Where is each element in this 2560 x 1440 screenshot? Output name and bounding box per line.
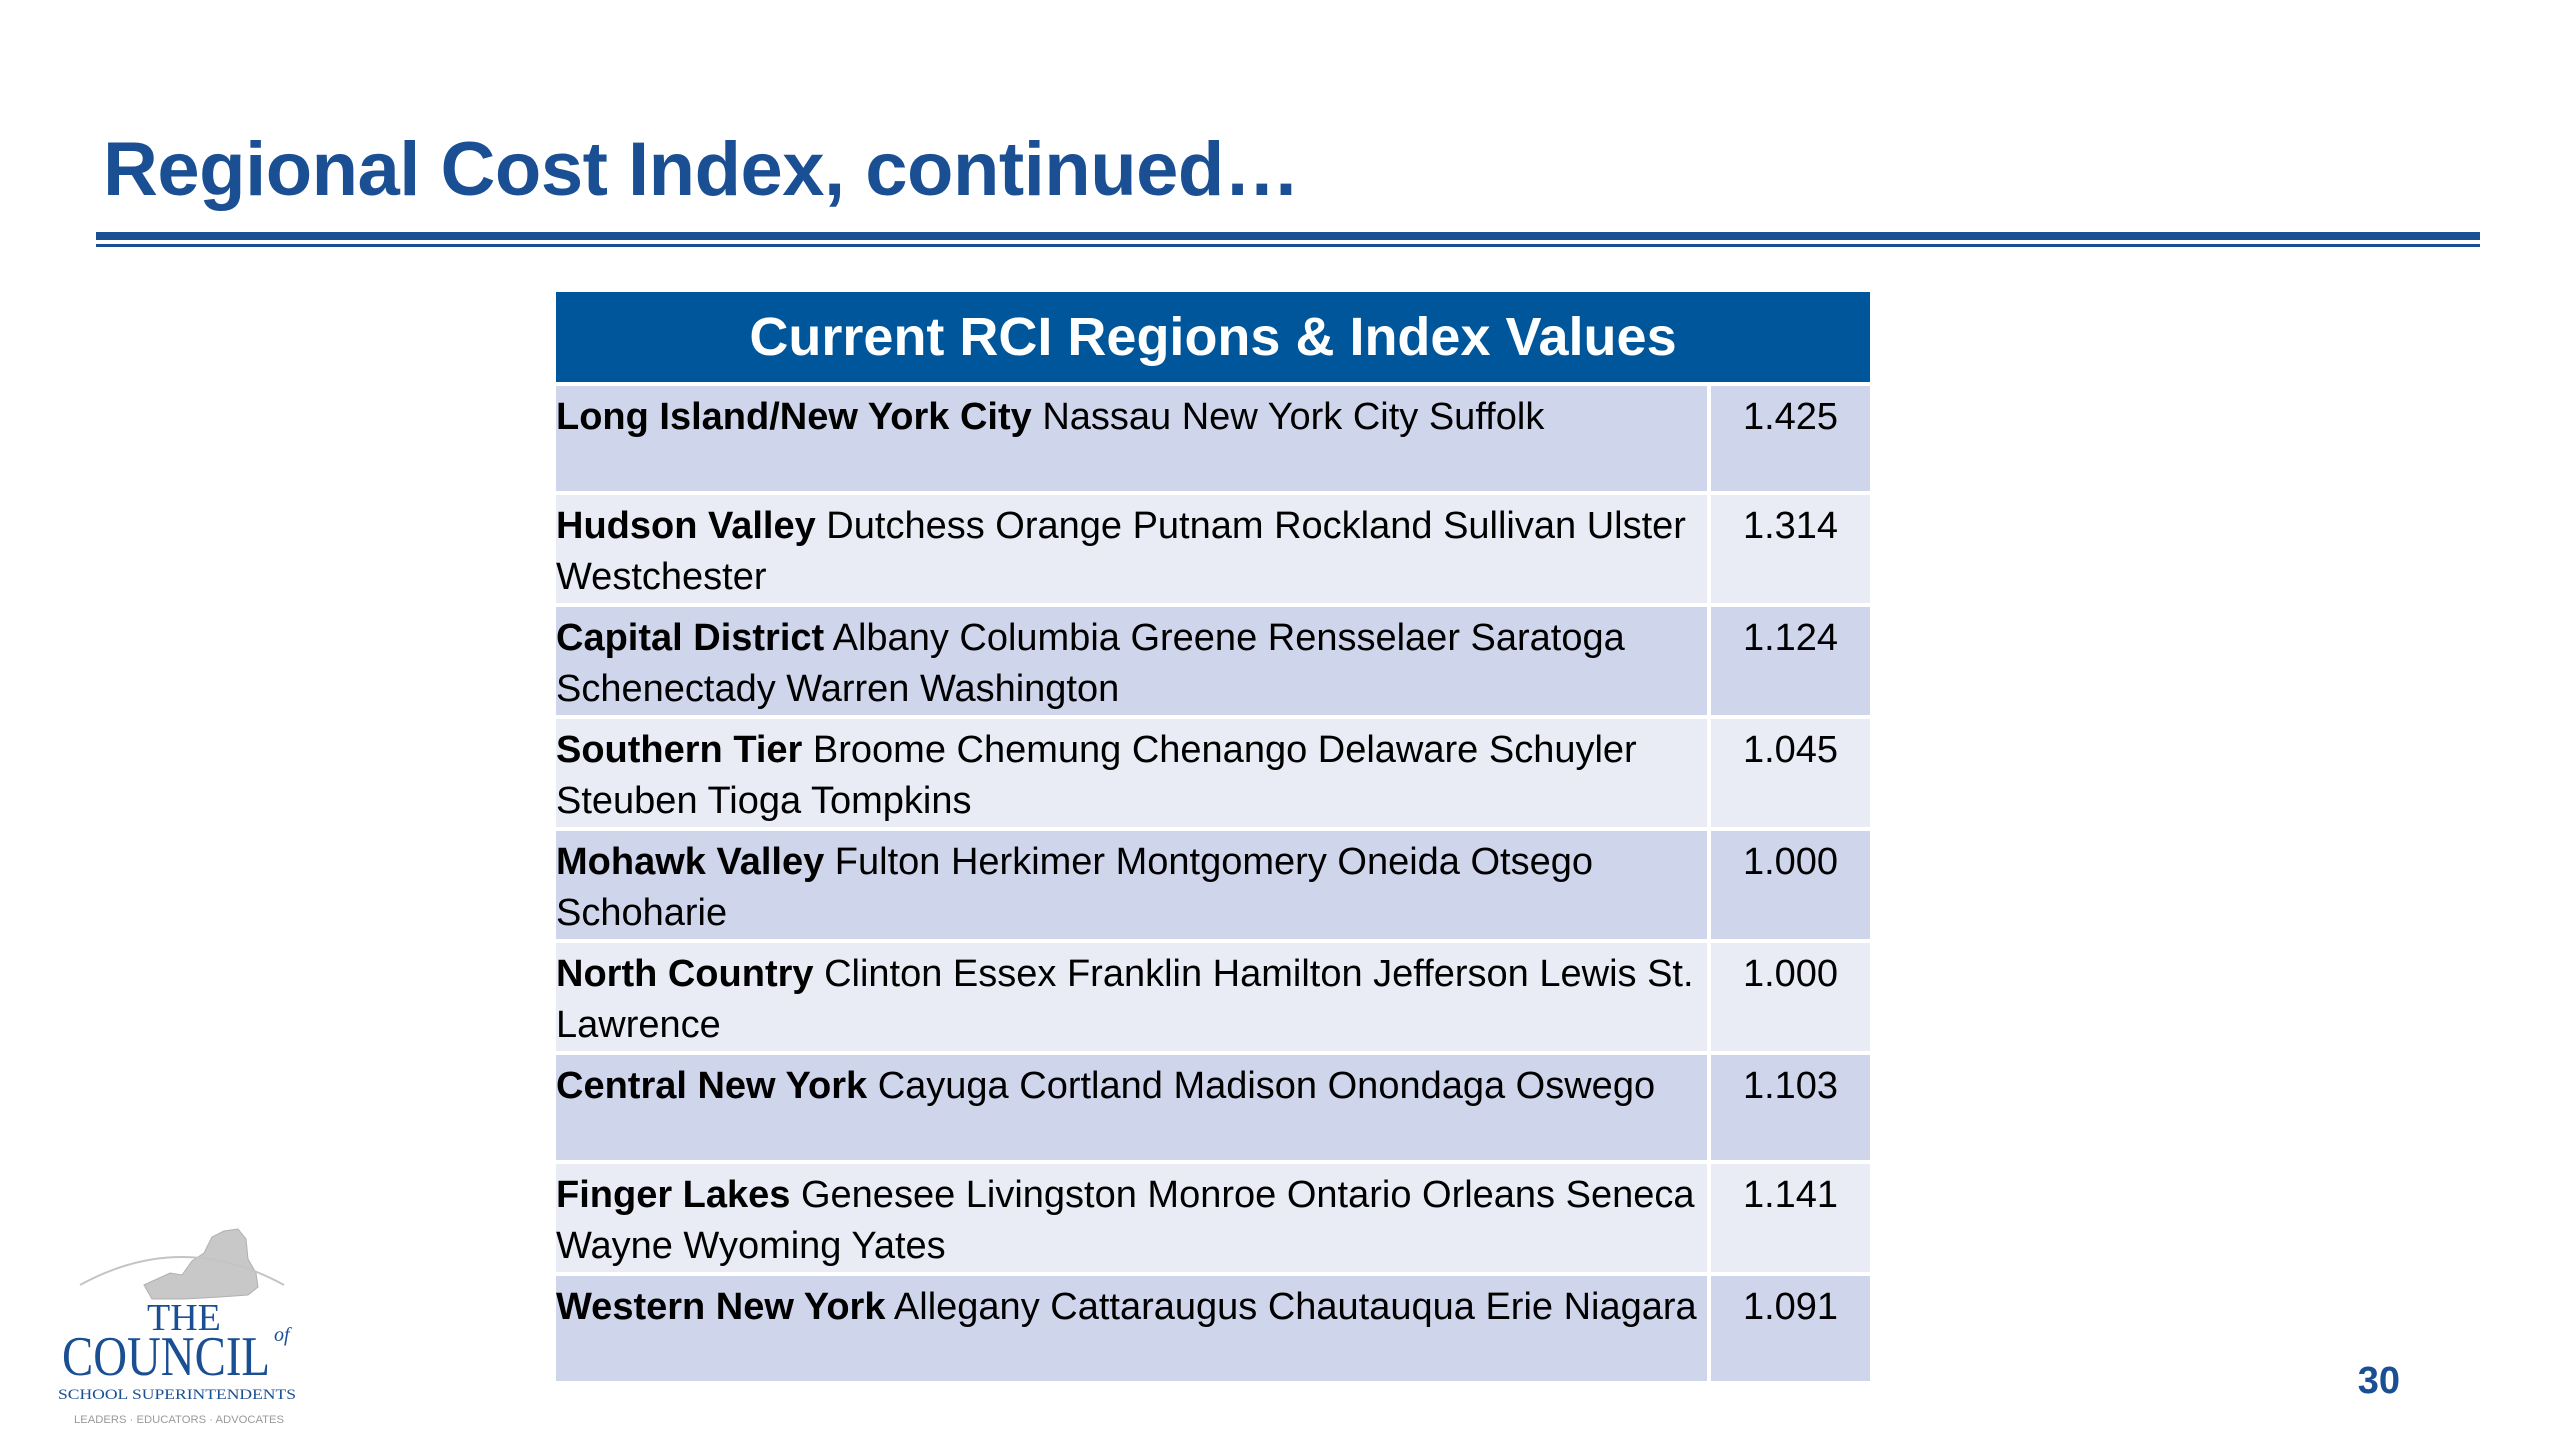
region-counties: Albany Columbia Greene Rensselaer Sarato… [556, 617, 1625, 710]
new-york-state-icon [143, 1228, 259, 1300]
region-counties: Dutchess Orange Putnam Rockland Sullivan… [556, 505, 1686, 598]
table-row: Finger Lakes Genesee Livingston Monroe O… [556, 1162, 1871, 1276]
logo-subtitle: SCHOOL SUPERINTENDENTS [58, 1387, 296, 1403]
region-name: Long Island/New York City [556, 396, 1032, 438]
region-counties: Allegany Cattaraugus Chautauqua Erie Nia… [885, 1286, 1697, 1328]
table-row: Southern Tier Broome Chemung Chenango De… [556, 717, 1871, 831]
table-row: Hudson Valley Dutchess Orange Putnam Roc… [556, 493, 1871, 607]
region-name: Hudson Valley [556, 505, 816, 547]
index-value: 1.124 [1706, 605, 1871, 719]
rci-table: Current RCI Regions & Index Values Long … [556, 292, 1871, 1385]
table-row: Mohawk Valley Fulton Herkimer Montgomery… [556, 829, 1871, 943]
index-value: 1.045 [1706, 717, 1871, 831]
table-header: Current RCI Regions & Index Values [556, 292, 1871, 386]
index-value: 1.091 [1706, 1274, 1871, 1385]
index-value: 1.314 [1706, 493, 1871, 607]
region-name: Western New York [556, 1286, 886, 1328]
region-counties: Nassau New York City Suffolk [1031, 396, 1545, 438]
table-row: Western New York Allegany Cattaraugus Ch… [556, 1274, 1871, 1385]
region-counties: Fulton Herkimer Montgomery Oneida Otsego… [556, 841, 1593, 934]
index-value: 1.425 [1706, 384, 1871, 495]
region-name: Central New York [556, 1065, 868, 1107]
table-row: Capital District Albany Columbia Greene … [556, 605, 1871, 719]
slide-title: Regional Cost Index, continued… [103, 127, 1300, 212]
logo-of: of [274, 1324, 292, 1346]
region-name: Mohawk Valley [556, 841, 825, 883]
table-row: Long Island/New York City Nassau New Yor… [556, 384, 1871, 495]
table-row: Central New York Cayuga Cortland Madison… [556, 1053, 1871, 1164]
region-name: Southern Tier [556, 729, 803, 771]
region-cell: Hudson Valley Dutchess Orange Putnam Roc… [556, 493, 1709, 607]
index-value: 1.000 [1706, 941, 1871, 1055]
region-cell: Long Island/New York City Nassau New Yor… [556, 384, 1709, 495]
logo-tagline: LEADERS · EDUCATORS · ADVOCATES [74, 1414, 284, 1426]
region-cell: Southern Tier Broome Chemung Chenango De… [556, 717, 1709, 831]
logo-arc [79, 1256, 285, 1286]
region-cell: Finger Lakes Genesee Livingston Monroe O… [556, 1162, 1709, 1276]
region-counties: Cayuga Cortland Madison Onondaga Oswego [867, 1065, 1656, 1107]
index-value: 1.141 [1706, 1162, 1871, 1276]
region-cell: Mohawk Valley Fulton Herkimer Montgomery… [556, 829, 1709, 943]
region-name: Finger Lakes [556, 1174, 791, 1216]
region-counties: Broome Chemung Chenango Delaware Schuyle… [556, 729, 1637, 822]
region-name: North Country [556, 953, 814, 995]
page-number: 30 [2357, 1360, 2400, 1402]
logo-council: COUNCIL [62, 1326, 270, 1388]
index-value: 1.000 [1706, 829, 1871, 943]
title-underline-thin [96, 244, 2480, 247]
logo-the: THE [147, 1297, 221, 1339]
table-row: North Country Clinton Essex Franklin Ham… [556, 941, 1871, 1055]
region-name: Capital District [556, 617, 825, 659]
region-cell: Central New York Cayuga Cortland Madison… [556, 1053, 1709, 1164]
region-counties: Clinton Essex Franklin Hamilton Jefferso… [556, 953, 1694, 1046]
title-underline [96, 232, 2480, 240]
region-cell: North Country Clinton Essex Franklin Ham… [556, 941, 1709, 1055]
region-cell: Capital District Albany Columbia Greene … [556, 605, 1709, 719]
council-logo: THE COUNCIL of SCHOOL SUPERINTENDENTS LE… [58, 1228, 296, 1426]
region-cell: Western New York Allegany Cattaraugus Ch… [556, 1274, 1709, 1385]
region-counties: Genesee Livingston Monroe Ontario Orlean… [556, 1174, 1695, 1267]
index-value: 1.103 [1706, 1053, 1871, 1164]
